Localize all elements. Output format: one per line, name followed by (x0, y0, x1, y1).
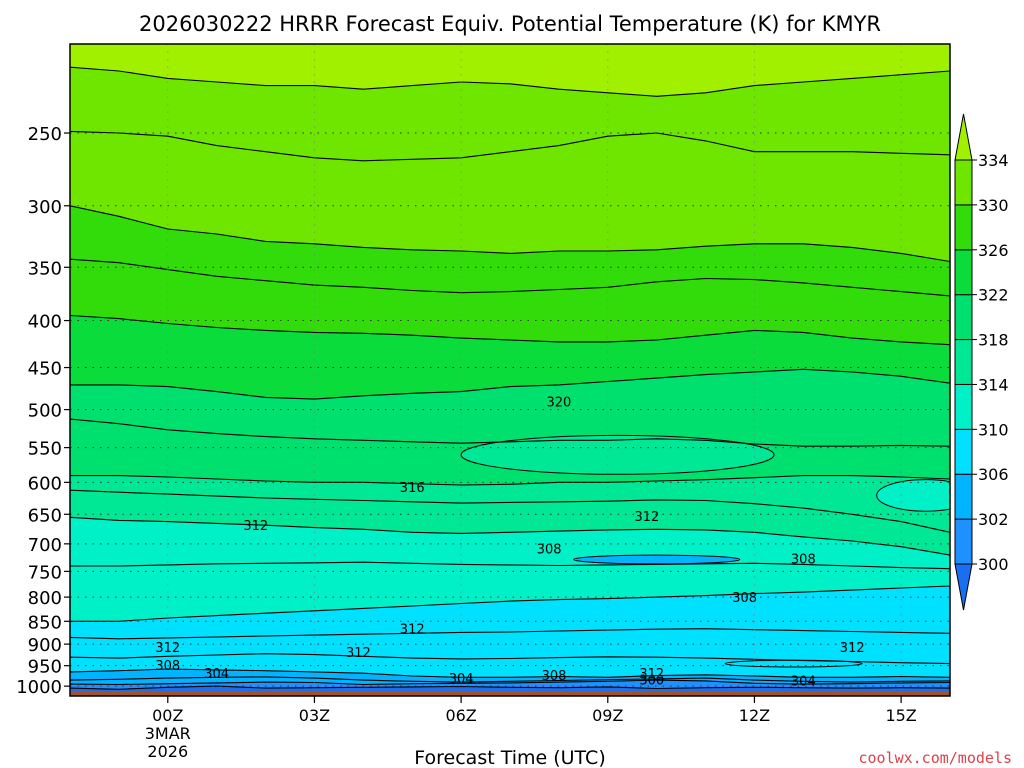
colorbar-label: 322 (978, 286, 1009, 305)
contour-label: 308 (155, 659, 180, 674)
colorbar-segment (954, 383, 973, 430)
y-tick-label: 300 (28, 197, 62, 218)
y-axis: 2503003504004505005506006507007508008509… (16, 124, 70, 698)
contour-line (70, 561, 950, 570)
colorbar-segment (954, 473, 973, 520)
colorbar-label: 318 (978, 331, 1009, 350)
contour-label: 308 (537, 542, 562, 557)
contour-line (70, 653, 950, 665)
contour-label: 308 (542, 669, 567, 684)
plot-frame (69, 43, 951, 697)
colorbar-segment (954, 428, 973, 475)
colorbar-segment (954, 518, 973, 565)
contour-label: 304 (449, 672, 474, 687)
contour-blob-306 (573, 554, 741, 565)
x-tick-label: 09Z (592, 706, 623, 725)
y-tick-label: 850 (28, 612, 62, 633)
colorbar-top-arrow (954, 113, 973, 161)
colorbar-label: 314 (978, 375, 1009, 394)
y-tick-label: 950 (28, 657, 62, 678)
y-tick-label: 600 (28, 473, 62, 494)
colorbar: 300 302 306 310 314 318 322 326 330 334 (954, 113, 1009, 611)
contour-label: 312 (243, 519, 268, 534)
contour-blob-318 (460, 434, 775, 475)
x-tick-label: 12Z (739, 706, 770, 725)
x-tick-sublabel: 2026 (147, 742, 188, 761)
contour-line (70, 489, 950, 533)
contour-line-310 (70, 585, 950, 622)
contour-line-322 (70, 368, 950, 400)
y-tick-label: 250 (28, 124, 62, 145)
contour-label: 312 (639, 667, 664, 682)
y-tick-label: 350 (28, 258, 62, 279)
y-tick-label: 500 (28, 401, 62, 422)
contour-label: 300 (639, 673, 664, 688)
contour-label: 312 (155, 641, 180, 656)
y-tick-label: 400 (28, 312, 62, 333)
contour-label: 312 (634, 510, 659, 525)
colorbar-segment (954, 249, 973, 296)
contour-line (70, 258, 950, 297)
contour-label: 304 (791, 675, 816, 690)
y-tick-label: 650 (28, 505, 62, 526)
x-tick-label: 03Z (299, 706, 330, 725)
contour-line-306 (70, 668, 950, 678)
contour-label: 312 (400, 622, 425, 637)
plot-area: 320 316 312 312 308 308 308 312 312 312 312 308 304 3… (70, 44, 950, 696)
y-tick-label: 900 (28, 635, 62, 656)
y-tick-label: 700 (28, 535, 62, 556)
ground-surface (70, 690, 950, 696)
contour-line (70, 418, 950, 447)
contour-line-334 (70, 66, 950, 97)
colorbar-label: 326 (978, 241, 1009, 260)
contour-label: 312 (346, 646, 371, 661)
colorbar-label: 330 (978, 196, 1009, 215)
colorbar-label: 334 (978, 151, 1009, 170)
contour-line-300 (70, 685, 950, 690)
contour-label: 320 (546, 396, 571, 411)
contour-line-326 (70, 314, 950, 346)
x-tick-label: 06Z (445, 706, 476, 725)
band-310 (70, 586, 950, 696)
contour-line (70, 628, 950, 640)
contour-label: 308 (791, 552, 816, 567)
colorbar-bottom-arrow (954, 563, 973, 611)
y-tick-label: 800 (28, 588, 62, 609)
chart-title: 2026030222 HRRR Forecast Equiv. Potentia… (139, 12, 881, 36)
colorbar-segment (954, 204, 973, 251)
contour-blob-314 (876, 479, 950, 512)
x-axis-label: Forecast Time (UTC) (414, 747, 605, 768)
contour-label: 312 (840, 641, 865, 656)
x-tick-sublabel: 3MAR (145, 724, 191, 743)
colorbar-segment (954, 159, 973, 206)
contour-line (70, 676, 950, 683)
contour-label: 308 (732, 591, 757, 606)
colorbar-segment (954, 294, 973, 341)
colorbar-label: 306 (978, 465, 1009, 484)
contour-line (70, 130, 950, 162)
colorbar-label: 302 (978, 510, 1009, 529)
y-tick-label: 1000 (16, 677, 62, 698)
contour-line-318 (70, 475, 950, 486)
contour-label: 316 (400, 481, 425, 496)
y-tick-label: 450 (28, 359, 62, 380)
credit-link[interactable]: coolwx.com/models (858, 749, 1012, 767)
contour-line-302 (70, 679, 950, 686)
colorbar-label: 310 (978, 420, 1009, 439)
colorbar-label: 300 (978, 555, 1009, 574)
contour-line-314 (70, 516, 950, 556)
contour-line-330 (70, 205, 950, 263)
contour-label: 304 (204, 667, 229, 682)
x-tick-label: 00Z (152, 706, 183, 725)
y-tick-label: 550 (28, 439, 62, 460)
y-tick-label: 750 (28, 562, 62, 583)
colorbar-segment (954, 339, 973, 385)
x-tick-label: 15Z (885, 706, 916, 725)
